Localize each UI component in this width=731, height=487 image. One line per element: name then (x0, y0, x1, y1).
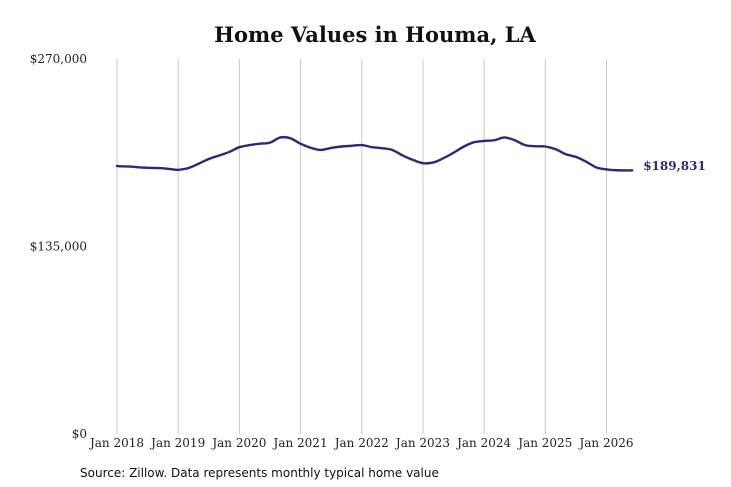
end-value-label: $189,831 (643, 159, 706, 173)
series-line-0 (115, 135, 634, 172)
x-axis-ticks: Jan 2018 Jan 2019 Jan 2020 Jan 2021 Jan 2022… (88, 436, 634, 450)
x-tick-label: Jan 2025 (516, 436, 572, 450)
x-tick-label: Jan 2022 (333, 436, 389, 450)
y-tick-label: $270,000 (30, 52, 87, 66)
y-tick-label: $135,000 (30, 240, 87, 254)
y-tick-label: $0 (72, 427, 87, 441)
gridlines (116, 59, 607, 434)
chart-title: Home Values in Houma, LA (214, 22, 536, 47)
x-tick-label: Jan 2021 (272, 436, 328, 450)
x-tick-label: Jan 2023 (394, 436, 450, 450)
source-note: Source: Zillow. Data represents monthly … (80, 466, 439, 480)
series-group (115, 135, 634, 172)
y-axis-ticks: $0 $135,000 $270,000 (30, 52, 87, 441)
x-tick-label: Jan 2020 (210, 436, 266, 450)
x-tick-label: Jan 2026 (577, 436, 633, 450)
x-tick-label: Jan 2018 (88, 436, 144, 450)
x-tick-label: Jan 2019 (149, 436, 205, 450)
x-tick-label: Jan 2024 (455, 436, 511, 450)
